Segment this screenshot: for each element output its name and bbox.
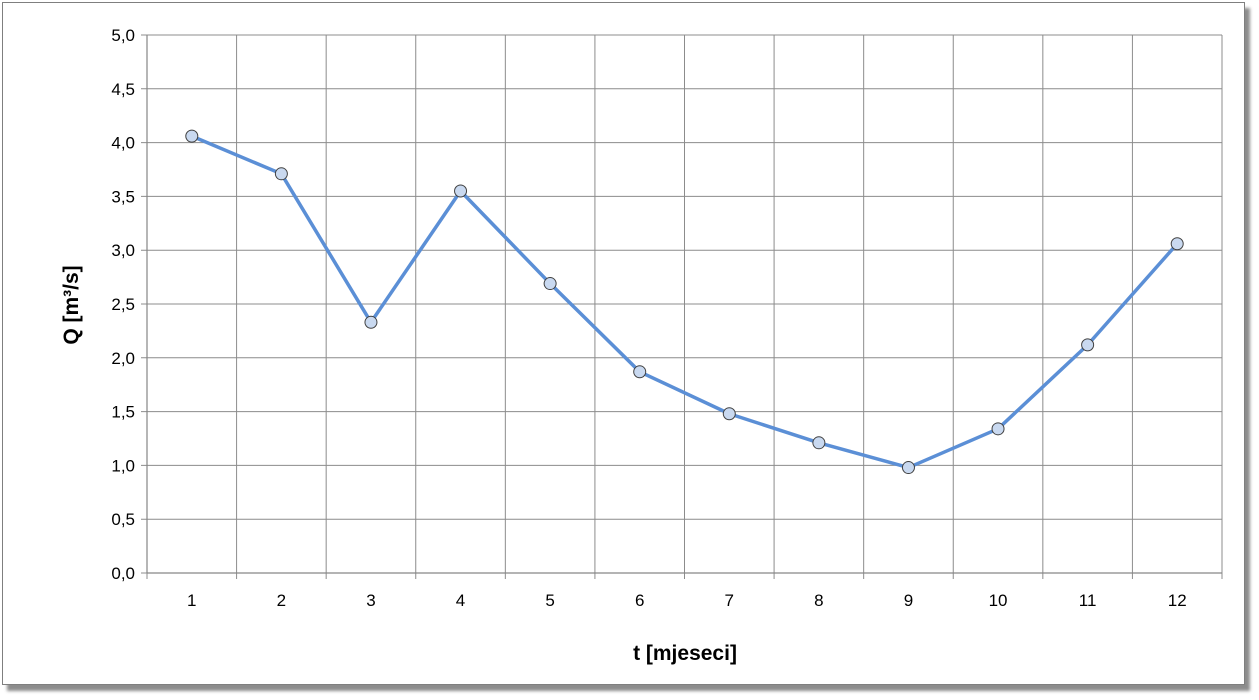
data-point (634, 366, 646, 378)
x-tick-label: 4 (456, 591, 465, 610)
x-tick-label: 8 (814, 591, 823, 610)
data-point (275, 168, 287, 180)
y-tick-labels: 0,0 0,5 1,0 1,5 2,0 2,5 3,0 3,5 4,0 4,5 5,0 (111, 26, 135, 583)
y-tick-label: 5,0 (111, 26, 135, 45)
y-tick-label: 1,0 (111, 456, 135, 475)
x-tick-label: 11 (1079, 591, 1097, 610)
y-tick-label: 4,0 (111, 134, 135, 153)
data-point (813, 437, 825, 449)
x-tick-label: 10 (989, 591, 1008, 610)
data-point (992, 423, 1004, 435)
y-tick-label: 3,0 (111, 241, 135, 260)
x-tick-label: 1 (187, 591, 196, 610)
y-tick-label: 1,5 (111, 403, 135, 422)
data-point (1082, 339, 1094, 351)
x-tick-label: 12 (1168, 591, 1187, 610)
x-axis-title: t [mjeseci] (633, 642, 737, 665)
y-tick-label: 0,0 (111, 564, 135, 583)
data-point (723, 408, 735, 420)
data-point (186, 130, 198, 142)
x-tick-label: 9 (904, 591, 913, 610)
x-tick-labels: 1 2 3 4 5 6 7 8 9 10 11 12 (187, 591, 1187, 610)
x-tick-label: 3 (366, 591, 375, 610)
x-tick-label: 7 (725, 591, 734, 610)
y-axis-title: Q [m³/s] (60, 265, 83, 344)
y-tick-label: 2,0 (111, 349, 135, 368)
data-point (902, 462, 914, 474)
y-tick-label: 0,5 (111, 510, 135, 529)
data-point (1171, 238, 1183, 250)
x-tick-label: 2 (277, 591, 286, 610)
y-tick-label: 4,5 (111, 80, 135, 99)
data-point (544, 278, 556, 290)
data-point (365, 316, 377, 328)
y-tick-label: 2,5 (111, 295, 135, 314)
y-tick-label: 3,5 (111, 187, 135, 206)
data-point (455, 185, 467, 197)
x-tick-label: 5 (545, 591, 554, 610)
gridlines (141, 35, 1222, 579)
x-tick-label: 6 (635, 591, 644, 610)
